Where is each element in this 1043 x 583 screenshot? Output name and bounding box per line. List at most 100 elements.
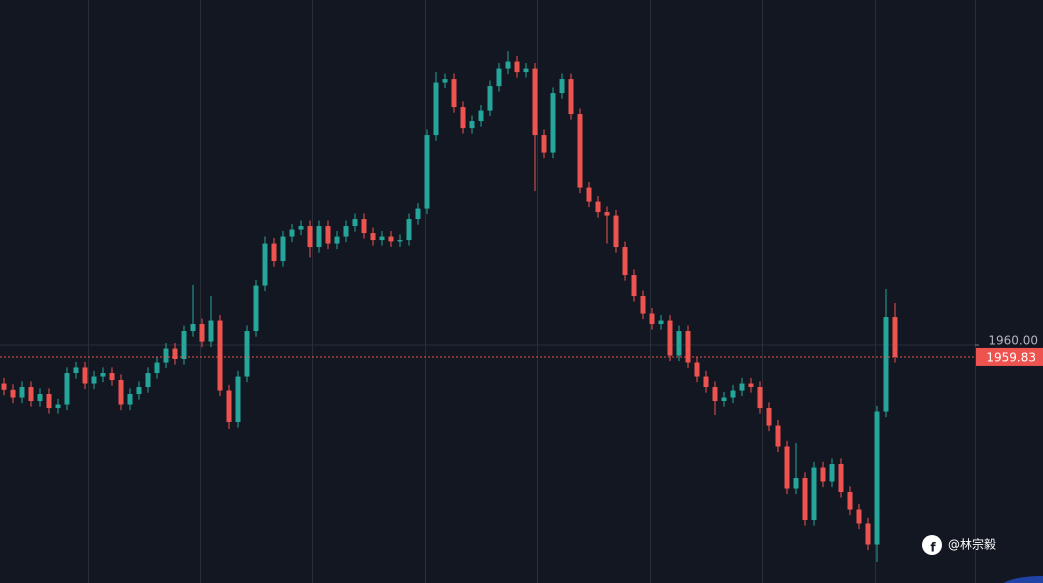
watermark: @林宗毅	[948, 537, 996, 552]
y-tick-label: 1960.00	[988, 334, 1038, 348]
candle-body	[163, 348, 169, 363]
candle-body	[775, 425, 781, 447]
candle-body	[424, 135, 430, 209]
candle-body	[217, 320, 223, 391]
candle-body	[649, 313, 655, 325]
candle-body	[433, 82, 439, 136]
candle-body	[856, 509, 862, 524]
corner-badge	[1003, 576, 1043, 583]
candle-body	[865, 523, 871, 545]
candle-body	[442, 79, 448, 83]
candle-body	[289, 229, 295, 237]
candle-body	[460, 107, 466, 129]
candle-body	[595, 201, 601, 213]
candle-body	[550, 93, 556, 153]
candle-body	[262, 243, 268, 286]
candle-body	[784, 446, 790, 489]
last-price-label: 1959.83	[986, 350, 1036, 364]
candle-body	[118, 380, 124, 405]
candle-body	[847, 492, 853, 510]
candle-body	[82, 367, 88, 384]
candle-body	[523, 68, 529, 73]
candle-body	[28, 387, 34, 402]
candle-body	[721, 397, 727, 402]
candle-body	[19, 387, 25, 398]
candle-body	[361, 219, 367, 234]
candle-body	[793, 478, 799, 489]
candle-body	[829, 464, 835, 482]
candle-body	[370, 233, 376, 241]
candle-body	[397, 240, 403, 242]
candle-body	[874, 411, 880, 545]
candle-body	[667, 320, 673, 356]
candle-body	[676, 331, 682, 356]
candle-body	[64, 373, 70, 405]
candle-body	[577, 114, 583, 188]
candle-body	[226, 390, 232, 423]
candle-body	[469, 121, 475, 129]
candle-body	[496, 68, 502, 87]
facebook-icon	[922, 535, 942, 555]
candle-body	[208, 320, 214, 342]
candle-body	[631, 275, 637, 297]
candle-body	[838, 464, 844, 493]
candle-body	[658, 320, 664, 325]
candle-body	[253, 285, 259, 332]
candle-body	[136, 387, 142, 395]
candle-body	[190, 324, 196, 332]
candle-body	[757, 387, 763, 409]
candle-body	[604, 212, 610, 216]
candle-body	[109, 373, 115, 381]
candle-body	[379, 236, 385, 241]
candle-body	[100, 373, 106, 377]
candle-body	[1, 383, 7, 390]
candle-body	[10, 389, 16, 398]
candle-body	[685, 331, 691, 363]
candle-body	[766, 408, 772, 426]
candle-body	[559, 79, 565, 94]
candle-body	[811, 467, 817, 521]
candle-body	[91, 376, 97, 384]
candle-body	[532, 68, 538, 136]
candle-body	[388, 236, 394, 242]
last-price-box	[976, 347, 1043, 366]
candle-body	[280, 236, 286, 262]
candle-body	[622, 247, 628, 276]
candle-body	[352, 219, 358, 227]
candle-body	[703, 376, 709, 388]
candle-body	[883, 317, 889, 412]
candle-body	[154, 362, 160, 374]
candle-body	[802, 478, 808, 521]
candle-body	[127, 394, 133, 405]
candle-body	[415, 208, 421, 220]
candle-body	[298, 226, 304, 230]
candle-body	[739, 383, 745, 391]
candle-body	[505, 61, 511, 69]
candle-body	[316, 226, 322, 248]
candle-body	[820, 467, 826, 482]
candle-body	[712, 387, 718, 402]
candle-body	[487, 86, 493, 111]
candle-body	[730, 390, 736, 398]
candle-body	[73, 367, 79, 374]
candle-body	[406, 219, 412, 241]
candle-body	[694, 362, 700, 377]
candle-body	[586, 187, 592, 202]
candle-body	[199, 324, 205, 342]
candle-body	[244, 331, 250, 377]
candle-body	[451, 79, 457, 108]
candle-body	[55, 404, 61, 409]
candle-body	[181, 331, 187, 360]
candle-body	[748, 383, 754, 388]
candle-body	[892, 317, 898, 357]
candle-body	[145, 373, 151, 388]
candle-body	[307, 226, 313, 248]
candle-body	[334, 236, 340, 244]
candle-body	[37, 394, 43, 402]
candle-body	[541, 135, 547, 153]
candle-body	[640, 296, 646, 314]
candle-body	[271, 243, 277, 262]
candle-body	[235, 376, 241, 423]
